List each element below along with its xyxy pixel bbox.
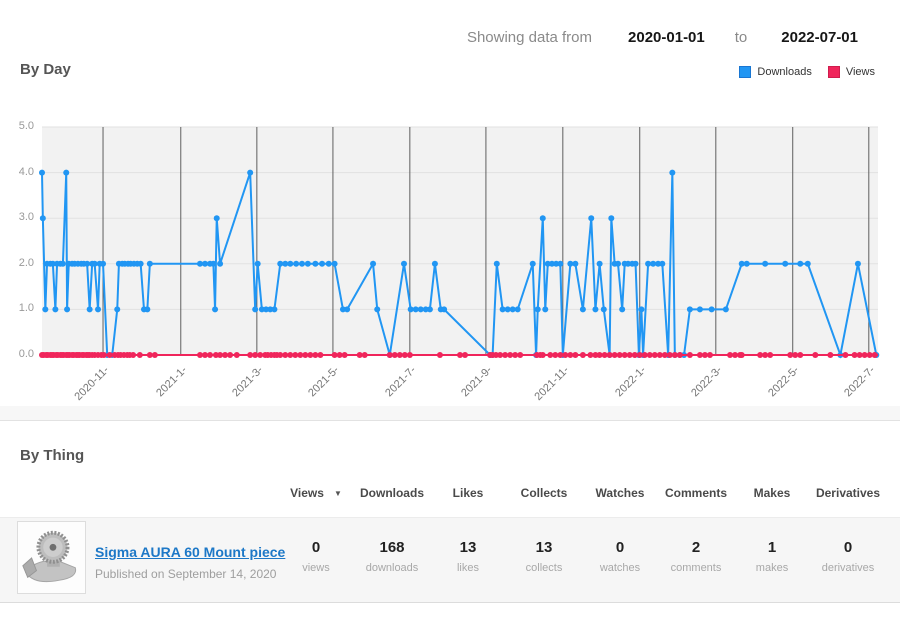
- to-label: to: [734, 29, 748, 46]
- stat-label: views: [302, 562, 330, 574]
- stat-comments: 2 comments: [658, 539, 734, 574]
- stat-label: comments: [670, 562, 722, 574]
- y-tick-label: 5.0: [18, 120, 34, 132]
- stat-label: watches: [599, 562, 641, 574]
- col-header-collects[interactable]: Collects: [506, 486, 582, 500]
- stat-collects: 13 collects: [506, 539, 582, 574]
- col-header-derivatives[interactable]: Derivatives: [810, 486, 886, 500]
- y-tick-label: 3.0: [18, 211, 34, 224]
- x-tick-label: 2020-11-: [72, 364, 112, 404]
- thing-table-header: Views ▼ Downloads Likes Collects Watches Comme…: [278, 486, 886, 500]
- stat-value: 0: [843, 539, 853, 556]
- x-tick-label: 2021-3-: [230, 364, 266, 400]
- y-tick-label: 0.0: [18, 348, 34, 360]
- stat-value: 0: [311, 539, 321, 556]
- y-tick-label: 4.0: [18, 165, 34, 178]
- x-tick-label: 2022-5-: [765, 364, 802, 400]
- col-header-comments[interactable]: Comments: [658, 486, 734, 500]
- col-header-makes[interactable]: Makes: [734, 486, 810, 500]
- y-tick-label: 2.0: [18, 256, 34, 269]
- col-header-likes[interactable]: Likes: [430, 486, 506, 500]
- thing-thumbnail[interactable]: [17, 521, 86, 594]
- date-from-value[interactable]: 2020-01-01: [628, 29, 705, 46]
- x-tick-label: 2021-1-: [153, 364, 190, 400]
- chart-legend: Downloads Views: [739, 66, 875, 78]
- thing-published-date: Published on September 14, 2020: [95, 567, 277, 581]
- stat-watches: 0 watches: [582, 539, 658, 574]
- x-tick-label: 2022-3-: [688, 364, 725, 400]
- legend-swatch-icon: [827, 66, 840, 78]
- stat-downloads: 168 downloads: [354, 539, 430, 574]
- stat-value: 1: [767, 539, 777, 556]
- x-tick-label: 2021-7-: [383, 364, 419, 400]
- by-day-chart-svg: [39, 126, 880, 359]
- thing-title-link[interactable]: Sigma AURA 60 Mount piece: [95, 544, 286, 560]
- stat-label: makes: [755, 562, 789, 574]
- col-header-label: Makes: [753, 486, 791, 500]
- sort-descending-icon: ▼: [333, 488, 342, 498]
- stat-label: likes: [456, 562, 479, 574]
- x-tick-label: 2021-11-: [532, 364, 572, 404]
- date-to-value[interactable]: 2022-07-01: [781, 29, 858, 46]
- legend-item-views: Views: [827, 66, 875, 78]
- legend-label: Downloads: [757, 66, 812, 78]
- stat-label: derivatives: [821, 562, 875, 574]
- showing-data-label: Showing data from: [466, 29, 593, 46]
- date-range-bar: Showing data from 2020-01-01 to 2022-07-…: [0, 29, 858, 46]
- x-tick-label: 2021-5-: [306, 364, 342, 400]
- stat-value: 13: [459, 539, 477, 556]
- col-header-label: Derivatives: [815, 486, 881, 500]
- section-divider: [0, 406, 900, 421]
- by-day-chart: [39, 126, 880, 359]
- by-thing-heading: By Thing: [20, 447, 85, 464]
- stat-likes: 13 likes: [430, 539, 506, 574]
- col-header-downloads[interactable]: Downloads: [354, 486, 430, 500]
- stat-label: downloads: [365, 562, 419, 574]
- thing-thumbnail-image: [18, 522, 85, 593]
- col-header-label: Collects: [520, 486, 568, 500]
- stat-label: collects: [525, 562, 563, 574]
- stat-value: 13: [535, 539, 553, 556]
- col-header-label: Views: [290, 486, 324, 500]
- stat-makes: 1 makes: [734, 539, 810, 574]
- stat-derivatives: 0 derivatives: [810, 539, 886, 574]
- stat-value: 168: [379, 539, 405, 556]
- col-header-label: Likes: [452, 486, 484, 500]
- x-tick-label: 2022-1-: [612, 364, 649, 400]
- thing-row-stats: 0 views 168 downloads 13 likes 13 collects 0 watc…: [278, 539, 886, 574]
- by-day-heading: By Day: [20, 61, 71, 78]
- x-tick-label: 2022-7-: [841, 364, 878, 400]
- col-header-views[interactable]: Views ▼: [278, 486, 354, 500]
- y-tick-label: 1.0: [18, 302, 34, 315]
- stat-value: 2: [691, 539, 701, 556]
- col-header-label: Downloads: [359, 486, 424, 500]
- col-header-watches[interactable]: Watches: [582, 486, 658, 500]
- col-header-label: Comments: [664, 486, 727, 500]
- stat-value: 0: [615, 539, 625, 556]
- legend-item-downloads: Downloads: [739, 66, 812, 78]
- thing-row: Sigma AURA 60 Mount piece Published on S…: [0, 517, 900, 603]
- x-tick-label: 2021-9-: [459, 364, 495, 400]
- legend-label: Views: [845, 66, 875, 78]
- legend-swatch-icon: [739, 66, 752, 78]
- col-header-label: Watches: [595, 486, 645, 500]
- stat-views: 0 views: [278, 539, 354, 574]
